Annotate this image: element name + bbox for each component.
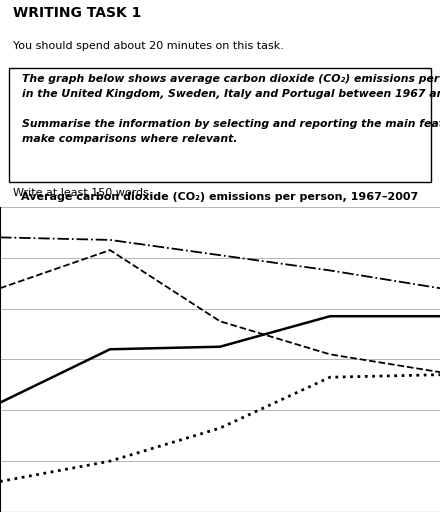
Italy [107, 346, 113, 352]
Italy [217, 344, 223, 350]
Text: The graph below shows average carbon dioxide (CO₂) emissions per person
in the U: The graph below shows average carbon dio… [22, 74, 440, 144]
United Kingdom [437, 285, 440, 291]
Portugal [107, 458, 113, 464]
Title: Average carbon dioxide (CO₂) emissions per person, 1967–2007: Average carbon dioxide (CO₂) emissions p… [22, 192, 418, 202]
Portugal [327, 374, 333, 380]
Text: WRITING TASK 1: WRITING TASK 1 [13, 6, 142, 20]
Sweden [0, 285, 3, 291]
Sweden [437, 369, 440, 375]
Line: Portugal: Portugal [0, 375, 440, 481]
FancyBboxPatch shape [9, 68, 431, 182]
Line: United Kingdom: United Kingdom [0, 238, 440, 288]
Sweden [217, 318, 223, 325]
United Kingdom [217, 252, 223, 258]
Portugal [0, 478, 3, 484]
United Kingdom [327, 267, 333, 273]
Italy [0, 399, 3, 406]
Sweden [327, 351, 333, 357]
Text: You should spend about 20 minutes on this task.: You should spend about 20 minutes on thi… [13, 41, 284, 51]
United Kingdom [0, 234, 3, 241]
Sweden [107, 247, 113, 253]
Portugal [437, 372, 440, 378]
Line: Sweden: Sweden [0, 250, 440, 372]
Italy [437, 313, 440, 319]
Italy [327, 313, 333, 319]
Text: Write at least 150 words.: Write at least 150 words. [13, 188, 153, 198]
Portugal [217, 425, 223, 431]
Line: Italy: Italy [0, 316, 440, 402]
United Kingdom [107, 237, 113, 243]
